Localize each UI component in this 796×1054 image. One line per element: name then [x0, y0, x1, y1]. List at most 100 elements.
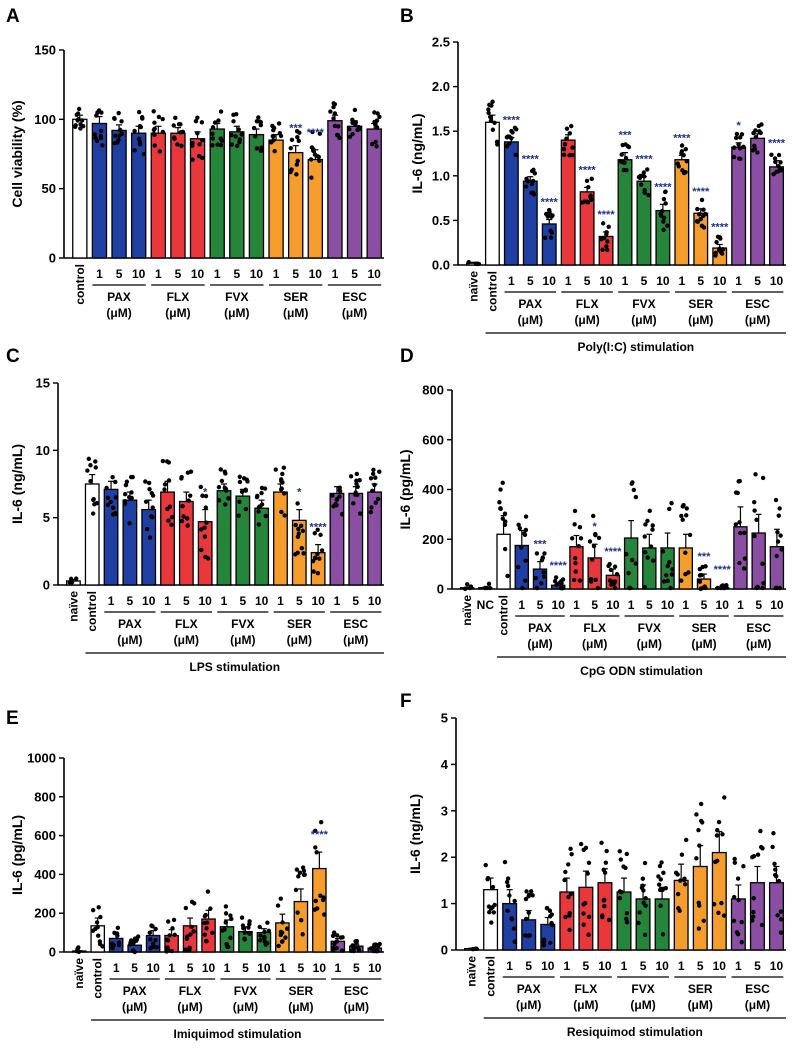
- data-point: [242, 936, 247, 941]
- data-point: [357, 477, 362, 483]
- data-point: [374, 948, 379, 954]
- data-point: [570, 145, 575, 150]
- data-point: [505, 573, 510, 579]
- data-point: [679, 852, 685, 857]
- dose-group-name: ESC: [745, 297, 770, 311]
- data-point: [648, 544, 654, 549]
- bar-10-ser: [307, 158, 324, 259]
- data-point: [301, 551, 306, 556]
- panel-label: C: [6, 346, 20, 367]
- data-point: [370, 471, 376, 476]
- data-point: [669, 500, 674, 506]
- category-label: 10: [598, 959, 612, 973]
- data-point: [372, 942, 377, 947]
- dose-group-unit: (μM): [230, 633, 255, 647]
- data-point: [661, 215, 667, 221]
- data-point: [675, 891, 681, 897]
- data-point: [626, 570, 631, 576]
- data-point: [486, 904, 492, 909]
- data-point: [777, 585, 783, 591]
- data-point: [319, 548, 325, 553]
- data-point: [623, 142, 628, 147]
- data-point: [220, 928, 225, 933]
- data-point: [661, 870, 666, 876]
- data-point: [258, 938, 263, 943]
- data-point: [375, 111, 380, 116]
- data-point: [94, 501, 100, 506]
- data-point: [122, 491, 128, 497]
- bar-5-pax: [111, 129, 127, 259]
- data-point: [514, 127, 519, 132]
- y-tick-label: 3: [441, 803, 448, 818]
- data-point: [636, 920, 641, 926]
- data-point: [624, 552, 629, 557]
- data-point: [149, 515, 155, 520]
- data-point: [599, 236, 604, 241]
- dose-group-name: ESC: [746, 621, 771, 635]
- data-point: [697, 573, 703, 578]
- y-tick-label: 600: [34, 828, 56, 843]
- category-label: 5: [697, 274, 704, 288]
- data-point: [523, 184, 529, 189]
- category-label: 10: [146, 961, 160, 975]
- data-point: [601, 898, 606, 903]
- y-tick-label: 2.0: [432, 79, 450, 94]
- data-point: [314, 850, 319, 855]
- data-point: [757, 129, 762, 134]
- data-point: [140, 116, 145, 121]
- data-point: [612, 579, 618, 584]
- dose-group-name: FVX: [638, 621, 661, 635]
- data-point: [603, 860, 609, 865]
- bar-5-pax: [122, 499, 138, 586]
- category-label: 1: [678, 274, 685, 288]
- data-point: [181, 514, 186, 519]
- data-point: [679, 578, 684, 583]
- data-point: [104, 485, 109, 491]
- data-point: [661, 227, 666, 233]
- data-point: [335, 933, 340, 938]
- category-label: 1: [334, 594, 341, 608]
- data-point: [656, 874, 661, 879]
- data-point: [716, 819, 722, 825]
- category-label: 1: [563, 959, 570, 973]
- data-point: [312, 152, 318, 157]
- data-point: [199, 527, 204, 532]
- data-point: [110, 505, 116, 510]
- data-point: [171, 123, 176, 128]
- data-point: [617, 159, 623, 164]
- data-point: [721, 247, 726, 252]
- data-point: [512, 939, 517, 944]
- data-point: [76, 106, 82, 112]
- data-point: [316, 154, 321, 160]
- dose-group-name: PAX: [517, 982, 541, 996]
- data-point: [547, 908, 553, 913]
- category-label: 10: [655, 959, 669, 973]
- data-point: [164, 937, 170, 942]
- data-point: [113, 479, 118, 485]
- data-point: [318, 532, 323, 538]
- category-label: 1: [573, 598, 580, 612]
- data-point: [256, 115, 261, 120]
- stimulation-label: CpG ODN stimulation: [580, 664, 703, 678]
- data-point: [599, 840, 604, 846]
- y-tick-label: 0.0: [432, 258, 450, 273]
- data-point: [606, 224, 611, 230]
- data-point: [525, 179, 531, 184]
- data-point: [185, 470, 191, 475]
- data-point: [283, 935, 288, 940]
- data-point: [299, 917, 304, 923]
- data-point: [495, 142, 500, 147]
- data-point: [132, 148, 137, 153]
- data-point: [179, 518, 185, 524]
- data-point: [498, 487, 503, 492]
- data-point: [755, 584, 760, 590]
- y-tick-label: 4: [441, 757, 449, 772]
- data-point: [773, 497, 779, 503]
- data-point: [737, 478, 742, 484]
- data-point: [569, 152, 575, 158]
- data-point: [178, 130, 183, 135]
- data-point: [516, 522, 521, 528]
- dose-group-unit: (μM): [745, 313, 770, 327]
- category-label: 1: [113, 961, 120, 975]
- y-tick-label: 5: [441, 711, 448, 726]
